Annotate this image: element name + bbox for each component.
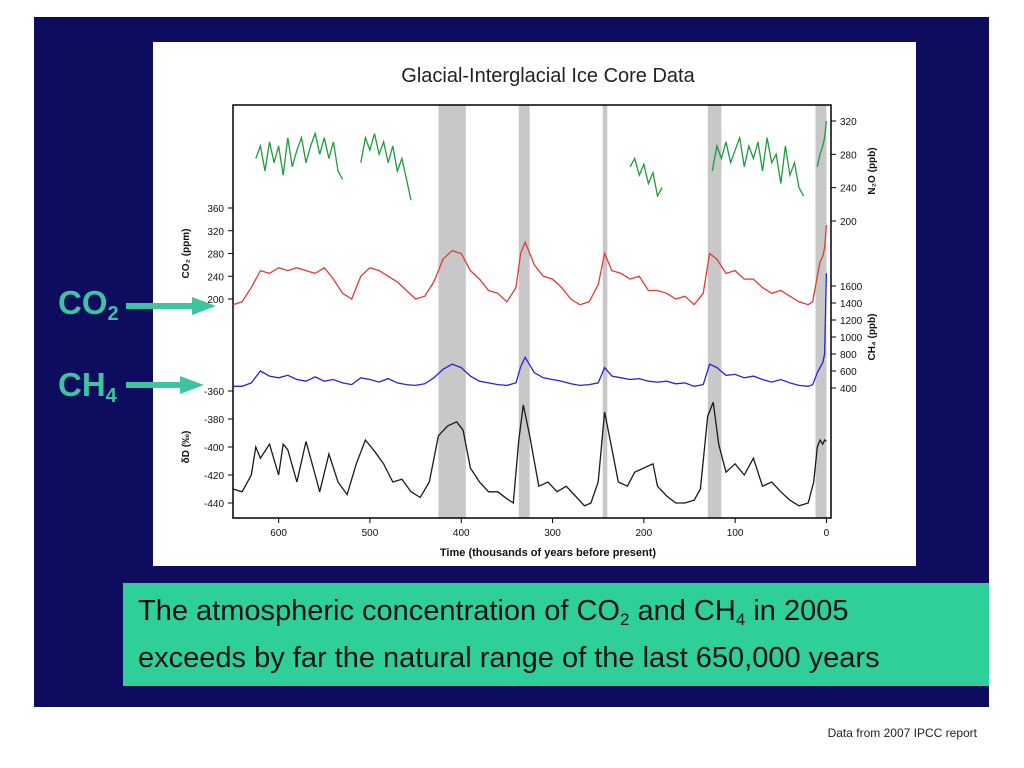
n2o-tick-label: 200: [840, 217, 857, 228]
n2o-series-line-2: [629, 156, 663, 198]
deuterium-tick-label: -360: [204, 387, 224, 398]
x-tick-label: 200: [635, 528, 652, 539]
n2o-tick-label: 280: [840, 150, 857, 161]
co2-tick-label: 200: [207, 295, 224, 306]
co2-label-main: CO: [58, 284, 108, 321]
caption-box: The atmospheric concentration of CO2 and…: [123, 583, 989, 686]
interglacial-band-4: [815, 105, 827, 518]
caption-part-3: in 2005: [745, 595, 849, 627]
interglacial-band-3: [707, 105, 722, 518]
n2o-series-line-0: [255, 131, 344, 180]
ch4-label-subscript: 4: [105, 385, 117, 407]
caption-line-1: The atmospheric concentration of CO2 and…: [138, 592, 989, 639]
n2o-tick-label: 240: [840, 184, 857, 195]
caption-sub-1: 2: [619, 610, 630, 629]
co2-series-line: [232, 225, 828, 306]
x-tick-label: 500: [362, 528, 379, 539]
ch4-axis-label: CH₄ (ppb): [867, 314, 878, 361]
source-note: Data from 2007 IPCC report: [827, 726, 977, 740]
ch4-label: CH4: [58, 368, 117, 406]
co2-label-subscript: 2: [107, 303, 119, 325]
ch4-tick-label: 400: [840, 384, 857, 395]
co2-tick-label: 240: [207, 272, 224, 283]
co2-label: CO2: [58, 286, 119, 324]
caption-part-1: The atmospheric concentration of CO: [138, 595, 620, 627]
ch4-tick-label: 1600: [840, 282, 863, 293]
deuterium-tick-label: -420: [204, 471, 224, 482]
interglacial-band-1: [518, 105, 530, 518]
deuterium-tick-label: -440: [204, 499, 224, 510]
plot-frame: [232, 104, 832, 519]
co2-tick-label: 320: [207, 227, 224, 238]
x-tick-label: 600: [270, 528, 287, 539]
ch4-label-main: CH: [58, 366, 106, 403]
interglacial-band-0: [438, 105, 466, 518]
deuterium-series-line: [232, 401, 827, 507]
n2o-series-line-1: [360, 133, 412, 201]
chart-title: Glacial-Interglacial Ice Core Data: [401, 65, 695, 87]
co2-axis-label: CO₂ (ppm): [181, 229, 192, 279]
n2o-axis-label: N₂O (ppb): [867, 147, 878, 194]
x-axis-label: Time (thousands of years before present): [440, 547, 657, 559]
ch4-tick-label: 1200: [840, 316, 863, 327]
interglacial-band-2: [602, 105, 608, 518]
ice-core-chart: Glacial-Interglacial Ice Core Data 200 24…: [181, 65, 878, 559]
chart-panel: Glacial-Interglacial Ice Core Data 200 24…: [153, 42, 916, 566]
ch4-tick-label: 1400: [840, 299, 863, 310]
x-tick-label: 300: [544, 528, 561, 539]
deuterium-tick-label: -380: [204, 415, 224, 426]
n2o-series-line-3: [711, 135, 805, 197]
n2o-tick-label: 320: [840, 117, 857, 128]
deuterium-axis-label: δD (‰): [181, 431, 192, 464]
n2o-series-line-4: [816, 120, 828, 167]
x-tick-label: 0: [824, 528, 830, 539]
caption-part-2: and CH: [629, 595, 736, 627]
x-tick-label: 400: [453, 528, 470, 539]
ch4-tick-label: 600: [840, 367, 857, 378]
co2-arrow-icon: [126, 297, 216, 315]
caption-line-2: exceeds by far the natural range of the …: [138, 642, 880, 674]
co2-tick-label: 280: [207, 250, 224, 261]
ch4-series-line: [233, 273, 828, 387]
deuterium-tick-label: -400: [204, 443, 224, 454]
caption-sub-2: 4: [735, 610, 746, 629]
co2-tick-label: 360: [207, 204, 224, 215]
ch4-arrow-icon: [126, 376, 204, 394]
x-tick-label: 100: [727, 528, 744, 539]
ch4-tick-label: 800: [840, 350, 857, 361]
ch4-tick-label: 1000: [840, 333, 863, 344]
